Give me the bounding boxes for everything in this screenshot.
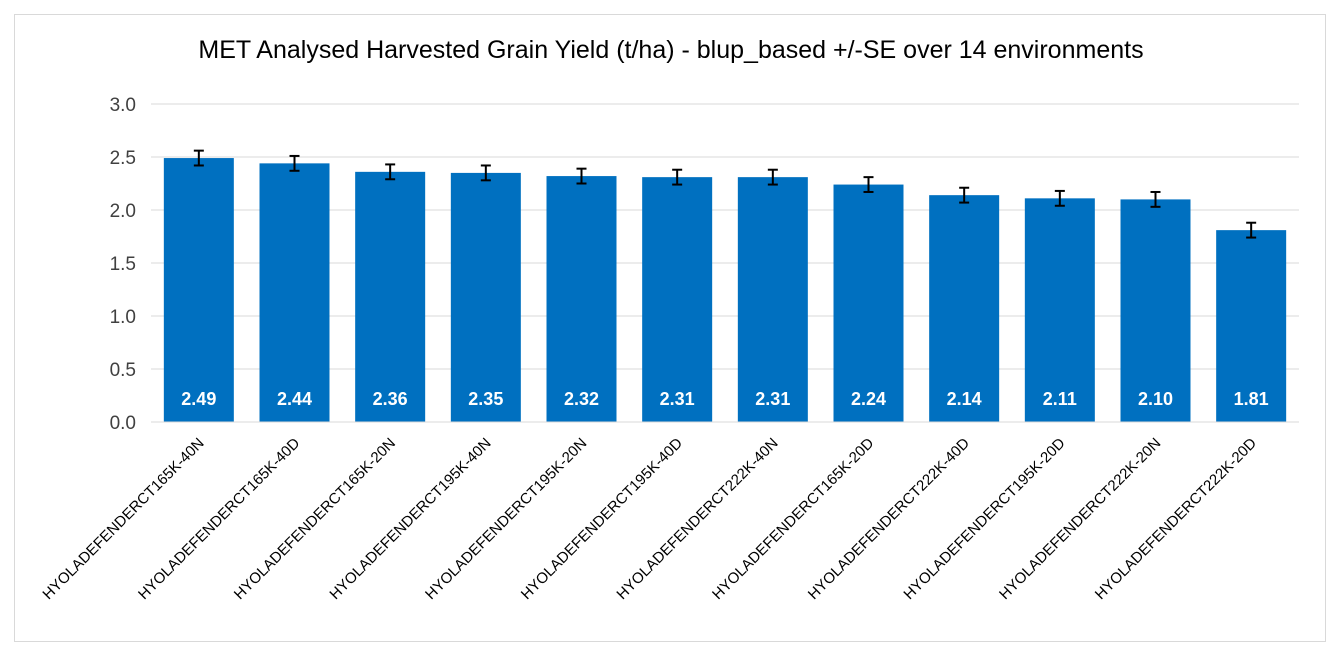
bar xyxy=(450,172,521,422)
x-tick-label: HYOLADEFENDERCT165K-40N xyxy=(39,435,207,603)
bar xyxy=(1216,230,1287,422)
x-tick-label: HYOLADEFENDERCT165K-20N xyxy=(231,435,399,603)
y-tick-label: 2.5 xyxy=(110,148,136,169)
bar xyxy=(642,177,713,422)
bar xyxy=(737,177,808,422)
x-tick-label: HYOLADEFENDERCT222K-40D xyxy=(805,435,973,603)
y-tick-label: 0.5 xyxy=(110,360,136,381)
x-tick-label: HYOLADEFENDERCT195K-20D xyxy=(900,435,1068,603)
value-label: 2.24 xyxy=(851,389,886,409)
error-bars xyxy=(193,149,1257,239)
bar xyxy=(833,184,904,422)
x-tick-label: HYOLADEFENDERCT222K-40N xyxy=(613,435,781,603)
bar xyxy=(163,158,234,422)
y-axis-tick-labels: 0.0 0.5 1.0 1.5 2.0 2.5 3.0 xyxy=(110,95,136,434)
x-axis-tick-labels: HYOLADEFENDERCT165K-40NHYOLADEFENDERCT16… xyxy=(39,435,1260,603)
value-label: 2.32 xyxy=(564,389,599,409)
y-tick-label: 2.0 xyxy=(110,201,136,222)
x-tick-label: HYOLADEFENDERCT165K-40D xyxy=(135,435,303,603)
x-tick-label: HYOLADEFENDERCT195K-40N xyxy=(326,435,494,603)
bars xyxy=(163,158,1287,423)
value-label: 2.49 xyxy=(181,389,216,409)
y-tick-label: 1.0 xyxy=(110,307,136,328)
bar xyxy=(259,163,330,423)
y-tick-label: 1.5 xyxy=(110,254,136,275)
bar xyxy=(546,176,617,422)
chart-title: MET Analysed Harvested Grain Yield (t/ha… xyxy=(198,36,1144,64)
value-label: 2.31 xyxy=(660,389,695,409)
x-tick-label: HYOLADEFENDERCT165K-20D xyxy=(709,435,877,603)
value-label: 2.35 xyxy=(468,389,503,409)
x-tick-label: HYOLADEFENDERCT222K-20N xyxy=(996,435,1164,603)
value-label: 2.11 xyxy=(1043,389,1077,409)
bar xyxy=(1120,199,1191,422)
bar xyxy=(1024,198,1095,422)
value-labels: 2.49 2.44 2.36 2.35 2.32 2.31 2.31 2.24 2.14 2.11… xyxy=(181,389,1268,409)
value-label: 2.14 xyxy=(947,389,982,409)
x-tick-label: HYOLADEFENDERCT195K-20N xyxy=(422,435,590,603)
x-tick-label: HYOLADEFENDERCT222K-20D xyxy=(1092,435,1260,603)
bar xyxy=(929,195,1000,422)
y-tick-label: 0.0 xyxy=(110,413,136,434)
value-label: 2.36 xyxy=(373,389,408,409)
value-label: 1.81 xyxy=(1234,389,1269,409)
gridlines xyxy=(151,103,1299,370)
bar xyxy=(355,171,426,422)
value-label: 2.31 xyxy=(755,389,790,409)
value-label: 2.44 xyxy=(277,389,312,409)
value-label: 2.10 xyxy=(1138,389,1173,409)
x-tick-label: HYOLADEFENDERCT195K-40D xyxy=(518,435,686,603)
y-tick-label: 3.0 xyxy=(110,95,136,116)
